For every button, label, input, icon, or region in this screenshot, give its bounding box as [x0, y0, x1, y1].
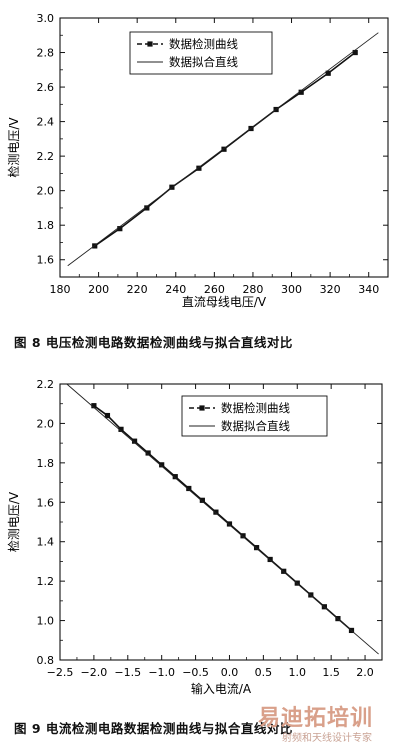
x-tick-label: −1.0 [148, 666, 175, 679]
y-tick-label: 0.8 [37, 654, 55, 667]
x-axis-label: 直流母线电压/V [182, 295, 267, 309]
x-axis-label: 输入电流/A [191, 681, 252, 696]
data-point-marker [226, 521, 233, 527]
y-tick-label: 2.2 [37, 150, 55, 163]
data-point-marker [131, 438, 138, 444]
data-point-marker [281, 568, 287, 574]
x-tick-label: 300 [281, 283, 302, 296]
x-tick-label: 1.5 [322, 666, 340, 679]
y-tick-label: 1.6 [37, 496, 55, 509]
x-tick-label: 260 [204, 283, 225, 296]
y-tick-label: 1.8 [37, 457, 55, 470]
data-point-marker [352, 49, 358, 56]
x-tick-label: −0.5 [182, 666, 209, 679]
chart-2: −2.5 −2.0 −1.5 −1.0 −0.5 0.0 0.5 1.0 1.5 2.0 0.8 1.… [6, 378, 383, 696]
x-tick-label: 2.0 [356, 666, 374, 679]
x-tick-label: −2.0 [81, 666, 108, 679]
x-tick-label: 340 [358, 283, 379, 296]
data-point-marker [104, 412, 111, 419]
y-tick-label: 2.4 [37, 116, 55, 129]
legend-entry-label: 数据检测曲线 [221, 401, 290, 415]
y-tick-label: 2.0 [37, 185, 55, 198]
data-point-marker [199, 497, 205, 503]
data-point-marker [145, 450, 151, 456]
data-point-marker [298, 89, 304, 95]
data-point-marker [325, 70, 331, 76]
x-tick-label: 0.0 [221, 666, 239, 679]
x-tick-label: 1.0 [289, 666, 307, 679]
watermark-subtitle: 射频和天线设计专家 [282, 733, 372, 744]
data-point-marker [267, 556, 273, 563]
y-tick-label: 2.2 [37, 378, 55, 391]
x-tick-label: 200 [88, 283, 109, 296]
y-tick-label: 1.6 [37, 254, 55, 267]
legend-box [181, 395, 328, 437]
legend-marker [147, 41, 153, 47]
y-tick-label: 1.0 [37, 615, 55, 628]
fit-line-series [66, 383, 379, 655]
legend-entry-label: 数据检测曲线 [169, 37, 238, 51]
x-tick-label: 240 [165, 283, 186, 296]
data-point-marker [253, 545, 260, 551]
y-tick-label: 1.2 [37, 575, 55, 588]
data-point-marker [117, 226, 123, 232]
data-point-marker [172, 474, 178, 480]
watermark-logo-text: 易迪拓培训 [258, 706, 374, 731]
plot-frame [59, 17, 389, 278]
x-tick-label: −1.5 [114, 666, 141, 679]
fit-line-series [67, 32, 379, 267]
y-tick-label: 3.0 [37, 12, 55, 25]
x-tick-label: 280 [242, 283, 263, 296]
x-tick-label: 180 [50, 283, 71, 296]
figure-8-caption: 图 8 电压检测电路数据检测曲线与拟合直线对比 [14, 335, 293, 350]
data-point-marker [118, 426, 124, 432]
data-point-marker [159, 462, 165, 468]
y-tick-label: 2.0 [37, 417, 55, 430]
data-point-marker [144, 205, 150, 211]
legend-entry-label: 数据拟合直线 [221, 419, 290, 433]
data-point-marker [221, 146, 227, 152]
data-point-marker [196, 165, 202, 171]
data-point-marker [186, 485, 192, 492]
data-point-marker [240, 533, 246, 539]
y-tick-label: 2.6 [37, 81, 55, 94]
figure-9-caption: 图 9 电流检测电路数据检测曲线与拟合直线对比 [14, 721, 293, 736]
x-tick-label: 220 [127, 283, 148, 296]
y-axis-label: 检测电压/V [6, 491, 21, 552]
chart-1: 180 200 220 240 260 280 300 320 340 1.6 1.8 2.0 2.2 2… [6, 12, 389, 309]
y-tick-label: 1.4 [37, 536, 55, 549]
legend-box [129, 31, 273, 75]
legend-marker [199, 405, 205, 411]
x-tick-label: 320 [320, 283, 341, 296]
y-axis-label: 检测电压/V [6, 117, 21, 178]
x-tick-label: −2.5 [47, 666, 74, 679]
x-tick-label: 0.5 [255, 666, 273, 679]
y-tick-label: 1.8 [37, 219, 55, 232]
y-tick-label: 2.8 [37, 47, 55, 60]
data-point-marker [91, 403, 97, 409]
data-point-marker [213, 509, 219, 515]
legend-entry-label: 数据拟合直线 [169, 55, 238, 69]
